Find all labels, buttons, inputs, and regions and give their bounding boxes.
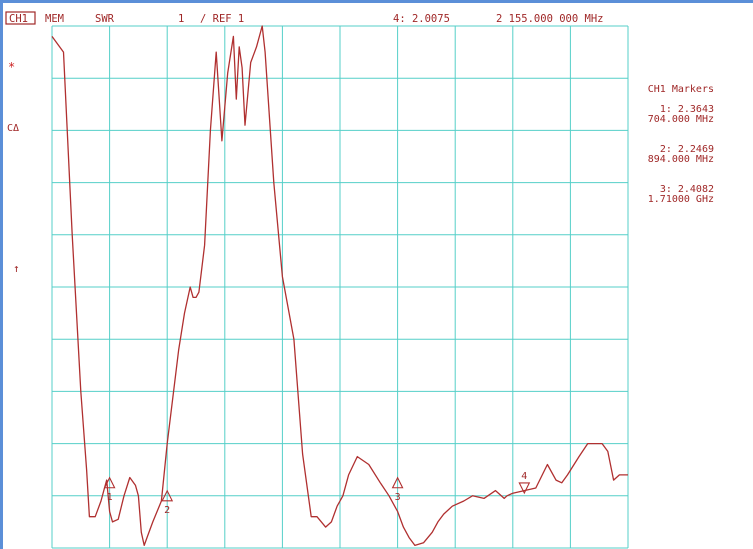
markers-panel: CH1 Markers 1: 2.3643 704.000 MHz 2: 2.2… <box>648 84 714 205</box>
marker-3-value: 3: 2.4082 <box>660 184 714 195</box>
marker-2-label: 2 <box>164 505 170 516</box>
marker-3-label: 3 <box>395 492 401 503</box>
marker-4-triangle <box>518 482 531 495</box>
markers-panel-title: CH1 Markers <box>648 84 714 95</box>
marker-2-freq: 894.000 MHz <box>648 154 714 165</box>
swr-trace-1 <box>51 25 628 547</box>
marker-1-value: 1: 2.3643 <box>660 104 714 115</box>
ref-label: / REF 1 <box>200 13 244 25</box>
marker-1-triangle <box>103 476 116 489</box>
window-frame-top <box>0 0 753 3</box>
marker-1-freq: 704.000 MHz <box>648 114 714 125</box>
format-label: SWR <box>95 13 115 25</box>
scale-label: 1 <box>178 13 184 25</box>
c-delta-annotation: CΔ <box>7 123 19 134</box>
marker-3-triangle <box>391 476 404 489</box>
window-frame-left <box>0 0 3 549</box>
marker-2-value: 2: 2.2469 <box>660 144 714 155</box>
reference-arrow: ↑ <box>13 262 20 275</box>
active-marker-freq: 2 155.000 000 MHz <box>496 13 603 25</box>
active-marker-value: 4: 2.0075 <box>393 13 450 25</box>
trace-layer <box>51 25 628 547</box>
channel-box <box>5 11 36 25</box>
plot-grid <box>51 25 629 549</box>
marker-2-triangle <box>161 489 174 502</box>
marker-1-label: 1 <box>107 492 113 503</box>
marker-3-freq: 1.71000 GHz <box>648 194 714 205</box>
mem-label: MEM <box>45 13 64 25</box>
marker-layer: 1 2 3 4 <box>103 471 531 516</box>
star-annotation: * <box>8 60 15 74</box>
channel-label: CH1 <box>9 13 28 25</box>
marker-4-label: 4 <box>521 471 527 482</box>
